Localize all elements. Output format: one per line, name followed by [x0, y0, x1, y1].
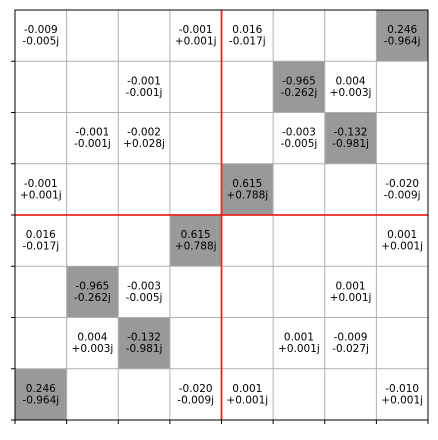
cell-real-part: 0.001 [336, 280, 366, 292]
cell-value-r4-c7: 0.001 +0.001j [381, 229, 423, 253]
cell-value-r5-c6: 0.001 +0.001j [330, 280, 372, 304]
cell-real-part: -0.003 [282, 127, 316, 139]
cell-value-r0-c0: -0.009 -0.005j [22, 24, 59, 48]
cell-real-part: 0.001 [284, 332, 314, 344]
cell-real-part: 0.004 [77, 332, 107, 344]
highlight-cell-r0-c7 [376, 10, 428, 62]
cell-real-part: -0.001 [24, 178, 58, 190]
cell-real-part: 0.246 [387, 24, 417, 36]
cell-imag-part: +0.001j [381, 394, 423, 406]
cell-real-part: -0.009 [24, 24, 58, 36]
cell-real-part: -0.965 [76, 280, 110, 292]
cell-value-r1-c2: -0.001 -0.001j [126, 75, 163, 99]
cell-value-r7-c4: 0.001 +0.001j [226, 383, 268, 407]
cell-real-part: 0.246 [26, 383, 56, 395]
cell-value-r1-c6: 0.004 +0.003j [330, 75, 372, 99]
cell-value-r2-c1: -0.001 -0.001j [74, 127, 111, 151]
cell-imag-part: -0.009j [177, 394, 214, 406]
cell-value-r6-c5: 0.001 +0.001j [278, 332, 320, 356]
cell-real-part: -0.003 [127, 280, 161, 292]
highlight-cell-r4-c3 [169, 215, 222, 267]
cell-real-part: -0.001 [127, 75, 161, 87]
highlight-cell-r2-c6 [324, 112, 377, 164]
cell-imag-part: -0.981j [332, 138, 369, 150]
cell-real-part: 0.001 [232, 383, 262, 395]
highlight-cell-r3-c4 [221, 163, 274, 215]
cell-imag-part: -0.009j [384, 189, 421, 201]
cell-real-part: -0.009 [334, 332, 368, 344]
highlight-cell-r6-c2 [118, 317, 170, 369]
cell-imag-part: -0.027j [332, 343, 369, 355]
cell-real-part: -0.020 [179, 383, 213, 395]
cell-imag-part: -0.964j [22, 394, 59, 406]
cell-real-part: -0.965 [282, 75, 316, 87]
cell-imag-part: -0.005j [126, 292, 163, 304]
cell-value-r7-c0: 0.246 -0.964j [22, 383, 59, 407]
cell-imag-part: -0.005j [22, 36, 59, 48]
cell-imag-part: +0.003j [72, 343, 114, 355]
cell-real-part: 0.016 [26, 229, 56, 241]
cell-real-part: -0.001 [179, 24, 213, 36]
cell-imag-part: +0.788j [175, 241, 217, 253]
cell-real-part: -0.132 [127, 332, 161, 344]
cell-value-r3-c0: -0.001 +0.001j [20, 178, 62, 202]
cell-imag-part: -0.017j [22, 241, 59, 253]
cell-imag-part: +0.001j [226, 394, 268, 406]
cell-value-r3-c4: 0.615 +0.788j [226, 178, 268, 202]
cell-value-r0-c4: 0.016 -0.017j [229, 24, 266, 48]
cell-imag-part: +0.001j [381, 241, 423, 253]
cell-imag-part: -0.001j [126, 87, 163, 99]
cell-value-r2-c2: -0.002 +0.028j [123, 127, 165, 151]
cell-imag-part: -0.005j [281, 138, 318, 150]
cell-value-r0-c3: -0.001 +0.001j [175, 24, 217, 48]
cell-value-r4-c3: 0.615 +0.788j [175, 229, 217, 253]
cell-imag-part: -0.262j [74, 292, 111, 304]
cell-real-part: -0.001 [76, 127, 110, 139]
cell-real-part: 0.615 [232, 178, 262, 190]
cell-value-r3-c7: -0.020 -0.009j [384, 178, 421, 202]
cells-layer [15, 10, 428, 420]
cell-value-r2-c5: -0.003 -0.005j [281, 127, 318, 151]
cell-imag-part: +0.788j [226, 189, 268, 201]
cell-value-r6-c1: 0.004 +0.003j [72, 332, 114, 356]
cell-real-part: -0.002 [127, 127, 161, 139]
cell-imag-part: -0.262j [281, 87, 318, 99]
cell-imag-part: -0.017j [229, 36, 266, 48]
cell-real-part: -0.132 [334, 127, 368, 139]
cell-real-part: 0.004 [336, 75, 366, 87]
cell-imag-part: -0.981j [126, 343, 163, 355]
cell-value-r4-c0: 0.016 -0.017j [22, 229, 59, 253]
cell-value-r7-c3: -0.020 -0.009j [177, 383, 214, 407]
cell-real-part: 0.001 [387, 229, 417, 241]
cell-value-r2-c6: -0.132 -0.981j [332, 127, 369, 151]
cell-imag-part: +0.028j [123, 138, 165, 150]
cell-value-r1-c5: -0.965 -0.262j [281, 75, 318, 99]
highlight-cell-r7-c0 [15, 368, 67, 420]
highlight-cell-r1-c5 [273, 61, 325, 113]
ticks-layer [11, 60, 429, 424]
cell-value-r6-c6: -0.009 -0.027j [332, 332, 369, 356]
cell-real-part: -0.010 [385, 383, 419, 395]
cell-value-r6-c2: -0.132 -0.981j [126, 332, 163, 356]
cell-imag-part: +0.001j [278, 343, 320, 355]
cell-imag-part: -0.001j [74, 138, 111, 150]
cell-imag-part: +0.001j [20, 189, 62, 201]
cell-real-part: 0.615 [181, 229, 211, 241]
cell-imag-part: +0.001j [330, 292, 372, 304]
cell-value-r0-c7: 0.246 -0.964j [384, 24, 421, 48]
cell-imag-part: +0.003j [330, 87, 372, 99]
cell-value-r5-c1: -0.965 -0.262j [74, 280, 111, 304]
highlight-cell-r5-c1 [66, 266, 119, 318]
divider-layer [15, 10, 428, 420]
cell-value-r7-c7: -0.010 +0.001j [381, 383, 423, 407]
cell-imag-part: -0.964j [384, 36, 421, 48]
cell-value-r5-c2: -0.003 -0.005j [126, 280, 163, 304]
cell-imag-part: +0.001j [175, 36, 217, 48]
cell-real-part: -0.020 [385, 178, 419, 190]
cell-real-part: 0.016 [232, 24, 262, 36]
